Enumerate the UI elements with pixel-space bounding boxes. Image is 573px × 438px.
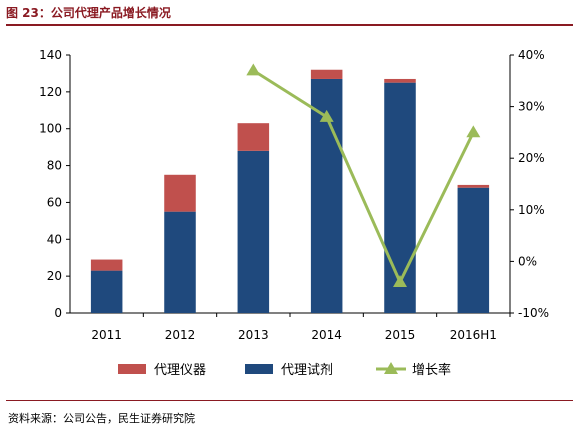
bar-reagents bbox=[90, 270, 123, 313]
bar-instruments bbox=[164, 174, 196, 212]
y-right-tick-label: 30% bbox=[518, 100, 545, 114]
y-left-tick-label: 80 bbox=[47, 159, 62, 173]
y-left-tick-label: 120 bbox=[39, 85, 62, 99]
y-right-tick-label: -10% bbox=[518, 306, 549, 320]
bar-reagents bbox=[457, 187, 490, 313]
y-right-tick-label: 40% bbox=[518, 48, 545, 62]
growth-marker bbox=[319, 109, 334, 122]
legend-label: 增长率 bbox=[412, 362, 451, 378]
y-left-tick-label: 100 bbox=[39, 122, 62, 136]
chart-title: 图 23：公司代理产品增长情况 bbox=[6, 6, 171, 20]
growth-marker bbox=[466, 125, 481, 138]
bar-instruments bbox=[457, 184, 490, 188]
bar-instruments bbox=[90, 259, 123, 271]
legend-marker-growth bbox=[384, 362, 398, 374]
x-tick-label: 2013 bbox=[238, 328, 269, 342]
x-tick-label: 2014 bbox=[311, 328, 342, 342]
y-left-tick-label: 0 bbox=[54, 306, 62, 320]
legend-swatch-instruments bbox=[118, 364, 146, 374]
growth-marker bbox=[246, 63, 261, 76]
y-right-tick-label: 0% bbox=[518, 254, 537, 268]
bar-reagents bbox=[164, 211, 196, 313]
source-rule bbox=[6, 400, 573, 401]
bar-instruments bbox=[384, 78, 416, 83]
legend-swatch-reagents bbox=[245, 364, 273, 374]
growth-line bbox=[252, 69, 475, 286]
y-left-tick-label: 20 bbox=[47, 269, 62, 283]
y-right-tick-label: 10% bbox=[518, 203, 545, 217]
x-tick-label: 2012 bbox=[165, 328, 196, 342]
bar-instruments bbox=[310, 69, 343, 79]
x-tick-label: 2011 bbox=[91, 328, 122, 342]
x-tick-label: 2016H1 bbox=[450, 328, 497, 342]
y-left-tick-label: 40 bbox=[47, 232, 62, 246]
x-tick-label: 2015 bbox=[385, 328, 416, 342]
bar-reagents bbox=[237, 150, 270, 313]
bar-instruments bbox=[237, 123, 270, 151]
growth-marker bbox=[393, 275, 407, 287]
legend-label: 代理试剂 bbox=[281, 363, 333, 378]
y-left-tick-label: 60 bbox=[47, 195, 62, 209]
source-note: 资料来源：公司公告，民生证券研究院 bbox=[8, 412, 195, 425]
y-left-tick-label: 140 bbox=[39, 48, 62, 62]
title-rule bbox=[6, 24, 573, 26]
legend-label: 代理仪器 bbox=[154, 363, 206, 378]
y-right-tick-label: 20% bbox=[518, 151, 545, 165]
bar-reagents bbox=[384, 82, 416, 314]
